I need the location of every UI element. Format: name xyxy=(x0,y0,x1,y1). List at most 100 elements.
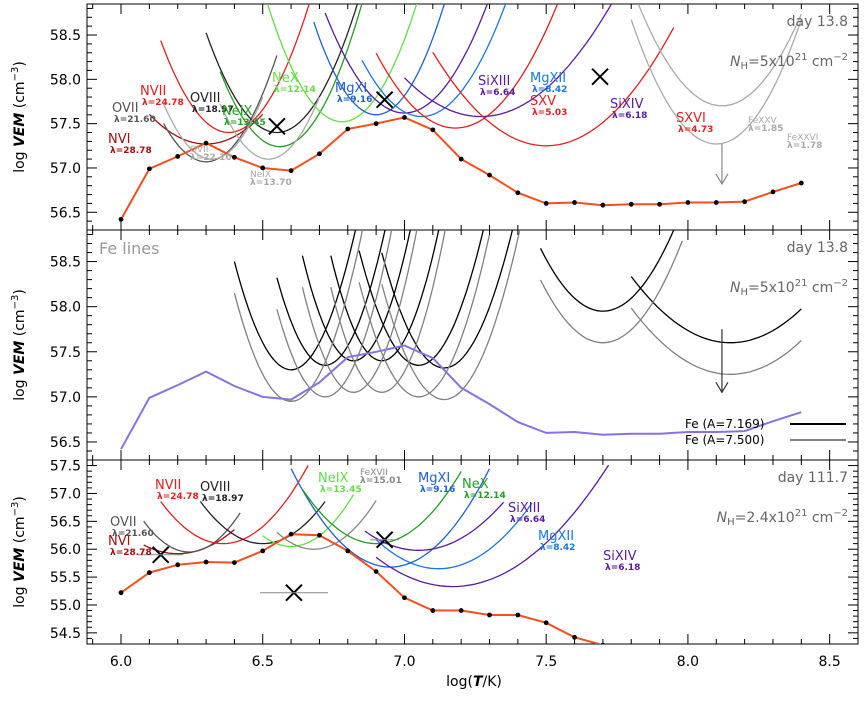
vem-point xyxy=(600,202,606,208)
fe-locus-grey xyxy=(330,230,446,393)
fe-locus-grey xyxy=(381,230,521,401)
vem-point xyxy=(175,154,181,159)
x-axis-label: log(T/K) xyxy=(446,674,502,690)
curve-wavelength: λ=12.14 xyxy=(274,85,316,95)
y-tick-label: 55.0 xyxy=(50,598,81,614)
locus-NeIX xyxy=(219,4,363,148)
nh-value: =2.4x10 xyxy=(735,510,795,526)
curve-wavelength: λ=13.45 xyxy=(320,485,362,495)
cross-stroke xyxy=(591,67,609,86)
cross-marker xyxy=(591,67,609,86)
curve-ion-name: FeXXVI xyxy=(787,133,818,143)
y-label-unit: (cm xyxy=(12,81,28,112)
vem-point xyxy=(572,200,577,205)
vem-point xyxy=(458,156,464,162)
fe-locus-black xyxy=(381,230,514,369)
locus-NVII xyxy=(160,465,309,545)
plot-area xyxy=(120,230,802,450)
nh-label: NH=5x1021 cm−2 xyxy=(730,278,848,298)
curve-ion-name: FeXVII xyxy=(360,468,388,478)
nh-exponent: 21 xyxy=(795,52,808,63)
fe-locus-grey xyxy=(233,230,364,402)
fe-locus-grey xyxy=(630,307,802,375)
y-tick-label: 58.5 xyxy=(50,28,81,44)
y-label-variable: VEM xyxy=(12,341,28,375)
curve-ion-name: FeXXV xyxy=(748,116,778,126)
nh-unit: cm xyxy=(807,280,833,296)
y-axis-label: log VEM (cm−3) xyxy=(10,496,28,608)
y-tick-label: 57.5 xyxy=(50,459,81,475)
nh-subscript: H xyxy=(740,61,748,72)
locus-NeIX xyxy=(262,494,354,548)
curve-ion-name: MgXI xyxy=(418,471,450,486)
y-tick-label: 57.5 xyxy=(50,117,81,133)
locus-OVII xyxy=(162,96,264,160)
curve-ion-name: NVI xyxy=(108,132,130,147)
curve-ion-name: NeIX xyxy=(222,104,253,119)
y-label-prefix: log xyxy=(12,147,28,173)
vem-point xyxy=(742,199,748,205)
vem-point xyxy=(430,127,436,133)
curve-wavelength: λ=13.45 xyxy=(224,118,266,128)
y-tick-label: 57.0 xyxy=(50,486,81,502)
curve-ion-name: NeX xyxy=(462,477,489,492)
legend-label: Fe (A=7.169) xyxy=(685,417,764,431)
curve-wavelength: λ=4.73 xyxy=(678,125,713,135)
nh-subscript: H xyxy=(727,517,735,528)
fe-locus-black xyxy=(358,230,484,366)
vem-point xyxy=(203,140,209,146)
curve-wavelength: λ=28.78 xyxy=(110,146,152,156)
cross-marker xyxy=(375,91,394,109)
vem-point xyxy=(430,608,436,613)
curve-wavelength: λ=9.16 xyxy=(337,95,372,105)
curve-wavelength: λ=22.10 xyxy=(190,153,232,163)
x-label-unit: /K) xyxy=(483,674,502,690)
locus-NeIX xyxy=(219,96,321,160)
panel-title: Fe lines xyxy=(99,239,159,258)
curve-ion-name: OVIII xyxy=(190,91,220,106)
locus-SXVI xyxy=(432,27,675,147)
vem-point xyxy=(288,168,294,174)
vem-point xyxy=(628,201,634,207)
vem-point xyxy=(657,201,662,207)
vem-point xyxy=(288,531,294,537)
curve-ion-name: OVII xyxy=(110,515,137,530)
vem-point xyxy=(685,200,691,205)
vem-point xyxy=(231,154,237,160)
curve-wavelength: λ=6.64 xyxy=(480,88,515,98)
nh-symbol: N xyxy=(730,280,741,296)
nh-exponent: 21 xyxy=(795,508,808,519)
panel-frame xyxy=(86,459,859,645)
vem-point xyxy=(317,151,322,157)
y-tick-label: 57.5 xyxy=(50,345,81,361)
y-label-unit: (cm xyxy=(12,516,28,547)
curve-ion-name: OVIII xyxy=(200,480,230,495)
x-label-prefix: log( xyxy=(446,674,473,690)
curve-wavelength: λ=21.60 xyxy=(114,115,156,125)
curve-wavelength: λ=8.42 xyxy=(532,85,567,95)
curve-wavelength: λ=15.01 xyxy=(360,476,402,486)
nh-unit-exponent: −2 xyxy=(833,508,848,519)
fe-locus-grey xyxy=(539,240,683,344)
fe-locus-grey xyxy=(276,230,393,398)
plot-area xyxy=(118,4,804,222)
locus-SiXIV xyxy=(375,464,610,588)
vem-point xyxy=(146,570,152,576)
curve-ion-name: OVII xyxy=(190,145,208,155)
vem-point xyxy=(515,612,521,618)
y-tick-label: 58.0 xyxy=(50,300,81,316)
